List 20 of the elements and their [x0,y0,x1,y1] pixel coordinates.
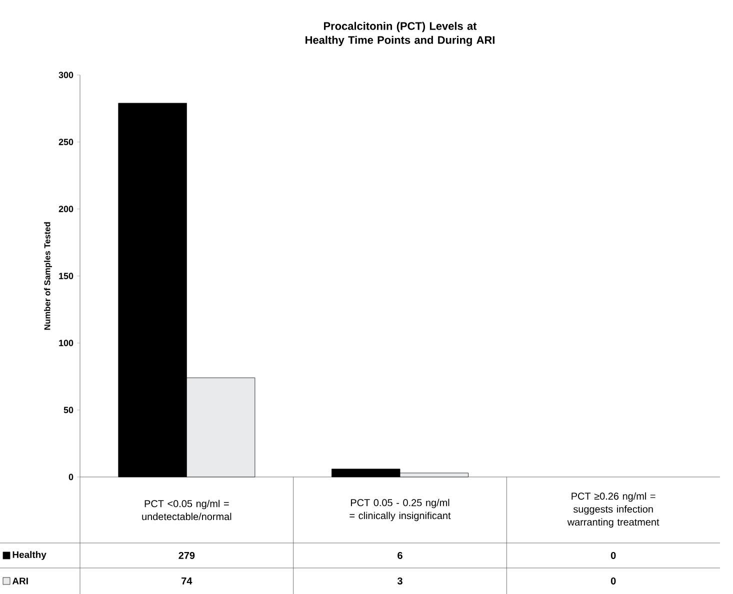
y-tick-label: 50 [64,406,74,414]
chart-title: Procalcitonin (PCT) Levels at Healthy Time Points and During ARI [306,22,494,46]
data-label: 279 [178,552,195,560]
data-label: 74 [182,578,192,584]
legend-label: Healthy [12,551,46,560]
data-label: 0 [610,552,616,560]
y-tick-label: 0 [68,474,74,480]
y-axis-title: Number of Samples Tested [44,222,52,330]
data-label: 6 [398,552,402,560]
data-label: 0 [610,577,616,585]
y-tick-label: 150 [59,272,74,280]
x-tick-label: PCT 0.05 - 0.25 ng/ml = clinically insignificant [350,498,451,522]
x-tick-label: PCT ≥0.26 ng/ml = suggests infection warranting treatment [567,492,660,528]
x-tick-label: PCT <0.05 ng/ml = undetectable/normal [142,500,232,520]
legend-label: ARI [12,578,28,584]
y-tick-label: 100 [59,340,74,346]
y-tick-label: 300 [58,72,74,78]
y-tick-label: 200 [58,206,74,212]
y-tick-label: 250 [58,138,74,146]
data-label: 3 [397,577,402,585]
